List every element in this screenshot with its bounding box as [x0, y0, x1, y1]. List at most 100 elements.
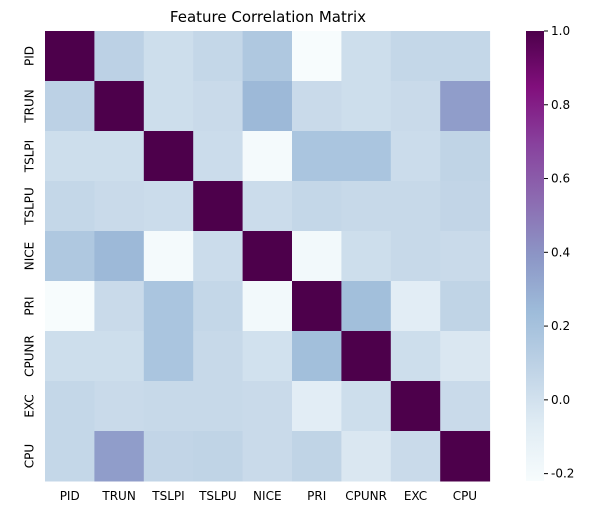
heatmap-cell-cpunr-nice [242, 331, 293, 382]
heatmap-cell-trun-cpu [440, 81, 491, 132]
heatmap-cell-nice-cpunr [341, 231, 392, 282]
heatmap-cell-pri-pid [45, 281, 95, 332]
heatmap-cell-tslpu-tslpu [193, 181, 244, 232]
x-tick-labels: PID TRUN TSLPI TSLPU NICE PRI CPUNR EXC CPU [60, 489, 477, 503]
y-tick-cpunr: CPUNR [23, 335, 37, 377]
colorbar [526, 31, 544, 481]
colorbar-tick-label: 0.2 [551, 319, 570, 333]
heatmap-cell-cpu-cpunr [341, 431, 392, 482]
heatmap-cell-nice-exc [390, 231, 441, 282]
heatmap-cell-nice-tslpi [143, 231, 194, 282]
heatmap-cell-pri-tslpu [193, 281, 244, 332]
heatmap-cell-pid-exc [390, 31, 441, 82]
heatmap-cell-cpunr-trun [94, 331, 145, 382]
heatmap-cell-trun-pri [292, 81, 342, 132]
heatmap-cell-cpu-nice [242, 431, 293, 482]
heatmap-cell-tslpu-exc [390, 181, 441, 232]
y-tick-tslpi: TSLPI [23, 140, 37, 173]
heatmap-cell-nice-nice [242, 231, 293, 282]
x-tick-tslpi: TSLPI [151, 489, 184, 503]
colorbar-tick-label: 0.8 [551, 98, 570, 112]
y-tick-labels: PID TRUN TSLPI TSLPU NICE PRI CPUNR EXC CPU [23, 46, 37, 468]
heatmap-cell-cpu-exc [390, 431, 441, 482]
heatmap-cells [45, 31, 491, 482]
heatmap-cell-tslpi-cpunr [341, 131, 392, 182]
y-tick-trun: TRUN [23, 89, 37, 123]
x-tick-pid: PID [60, 489, 80, 503]
heatmap-cell-cpu-pid [45, 431, 95, 482]
heatmap-cell-trun-tslpi [143, 81, 194, 132]
heatmap-cell-nice-tslpu [193, 231, 244, 282]
heatmap-cell-exc-exc [390, 381, 441, 432]
heatmap-cell-tslpu-pri [292, 181, 342, 232]
x-tick-trun: TRUN [101, 489, 135, 503]
heatmap-cell-cpu-trun [94, 431, 145, 482]
heatmap-cell-pid-tslpu [193, 31, 244, 82]
y-tick-pid: PID [23, 46, 37, 66]
heatmap-cell-cpunr-exc [390, 331, 441, 382]
heatmap-cell-tslpu-pid [45, 181, 95, 232]
x-tick-cpunr: CPUNR [345, 489, 387, 503]
heatmap-cell-cpunr-cpu [440, 331, 491, 382]
heatmap-cell-tslpi-tslpu [193, 131, 244, 182]
heatmap-cell-cpu-pri [292, 431, 342, 482]
y-tick-exc: EXC [23, 394, 37, 417]
heatmap-cell-pid-trun [94, 31, 145, 82]
heatmap-cell-trun-trun [94, 81, 145, 132]
colorbar-ticks: -0.2 0.0 0.2 0.4 0.6 0.8 1.0 [544, 24, 574, 481]
heatmap-cell-tslpi-nice [242, 131, 293, 182]
heatmap-cell-exc-tslpi [143, 381, 194, 432]
heatmap-cell-tslpi-cpu [440, 131, 491, 182]
y-tick-nice: NICE [23, 242, 37, 270]
heatmap-cell-pri-cpunr [341, 281, 392, 332]
heatmap-cell-tslpu-nice [242, 181, 293, 232]
x-tick-exc: EXC [404, 489, 427, 503]
heatmap-cell-tslpi-tslpi [143, 131, 194, 182]
heatmap-cell-trun-exc [390, 81, 441, 132]
heatmap-cell-exc-pri [292, 381, 342, 432]
heatmap-cell-nice-pid [45, 231, 95, 282]
heatmap-cell-pri-trun [94, 281, 145, 332]
heatmap-cell-cpunr-tslpu [193, 331, 244, 382]
heatmap-cell-pid-pri [292, 31, 342, 82]
chart-title: Feature Correlation Matrix [170, 8, 366, 26]
heatmap-cell-nice-trun [94, 231, 145, 282]
heatmap-cell-nice-pri [292, 231, 342, 282]
heatmap-cell-cpunr-cpunr [341, 331, 392, 382]
x-tick-nice: NICE [253, 489, 281, 503]
y-tick-tslpu: TSLPU [23, 187, 37, 226]
heatmap-cell-pid-cpu [440, 31, 491, 82]
x-tick-pri: PRI [307, 489, 326, 503]
y-tick-cpu: CPU [23, 444, 37, 468]
heatmap-cell-trun-nice [242, 81, 293, 132]
heatmap-cell-tslpu-cpu [440, 181, 491, 232]
heatmap-cell-exc-trun [94, 381, 145, 432]
colorbar-tick-label: 0.4 [551, 245, 570, 259]
heatmap-cell-exc-cpu [440, 381, 491, 432]
heatmap-cell-trun-tslpu [193, 81, 244, 132]
heatmap-cell-cpunr-tslpi [143, 331, 194, 382]
heatmap-cell-pid-nice [242, 31, 293, 82]
colorbar-tick-label: 0.0 [551, 393, 570, 407]
heatmap-cell-pri-pri [292, 281, 342, 332]
heatmap-cell-cpu-cpu [440, 431, 491, 482]
heatmap-cell-cpu-tslpu [193, 431, 244, 482]
heatmap-cell-pri-nice [242, 281, 293, 332]
heatmap-cell-exc-pid [45, 381, 95, 432]
heatmap-cell-pri-cpu [440, 281, 491, 332]
heatmap-cell-trun-cpunr [341, 81, 392, 132]
heatmap-cell-tslpu-trun [94, 181, 145, 232]
heatmap-cell-exc-tslpu [193, 381, 244, 432]
heatmap-cell-tslpu-tslpi [143, 181, 194, 232]
heatmap-cell-tslpi-pri [292, 131, 342, 182]
heatmap-cell-exc-cpunr [341, 381, 392, 432]
x-tick-tslpu: TSLPU [198, 489, 237, 503]
x-tick-cpu: CPU [453, 489, 477, 503]
colorbar-tick-label: 1.0 [551, 24, 570, 38]
heatmap-cell-pid-cpunr [341, 31, 392, 82]
y-tick-pri: PRI [23, 296, 37, 315]
heatmap-cell-pri-tslpi [143, 281, 194, 332]
heatmap-cell-pid-tslpi [143, 31, 194, 82]
heatmap-cell-tslpi-trun [94, 131, 145, 182]
